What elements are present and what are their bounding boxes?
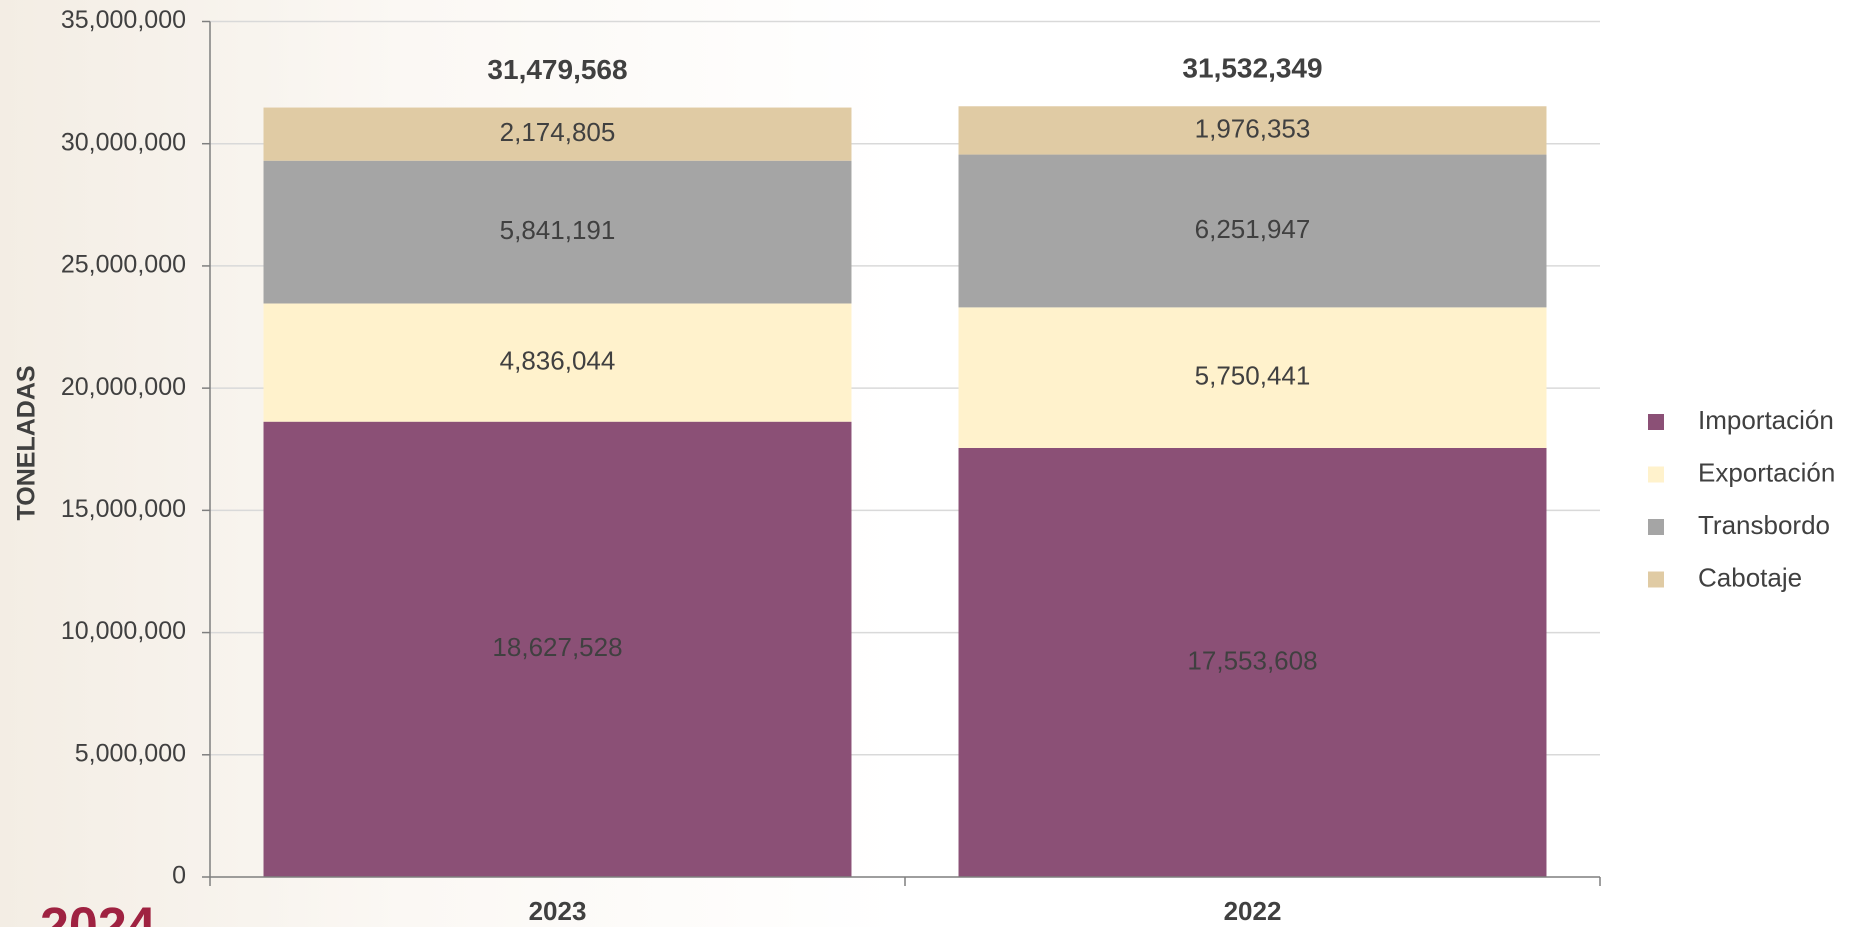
x-tick-label: 2022 [1224, 896, 1282, 926]
bar-segment [958, 154, 1547, 308]
y-tick-label: 20,000,000 [61, 373, 186, 401]
legend-swatch [1648, 519, 1664, 535]
bar-segment [263, 303, 852, 422]
bar-segment [263, 160, 852, 304]
data-label: 5,841,191 [500, 215, 616, 245]
y-axis-title: TONELADAS [13, 365, 41, 520]
bar-segment [958, 307, 1547, 448]
bar-segment [263, 421, 852, 877]
total-label: 31,479,568 [487, 54, 627, 85]
total-label: 31,532,349 [1182, 53, 1322, 84]
data-label: 6,251,947 [1195, 214, 1311, 244]
legend-label: Cabotaje [1698, 562, 1802, 592]
y-tick-label: 5,000,000 [75, 739, 186, 767]
data-label: 5,750,441 [1195, 361, 1311, 391]
legend-swatch [1648, 414, 1664, 430]
data-label: 4,836,044 [500, 345, 616, 375]
logo: 2024 [40, 898, 156, 927]
legend-swatch [1648, 466, 1664, 483]
x-tick-label: 2023 [529, 896, 587, 926]
y-tick-label: 35,000,000 [61, 6, 186, 34]
data-label: 17,553,608 [1187, 645, 1317, 675]
legend-label: Importación [1698, 405, 1834, 435]
y-tick-label: 30,000,000 [61, 128, 186, 156]
data-label: 2,174,805 [500, 117, 616, 147]
bar-segment [958, 447, 1547, 877]
bar-segment [263, 107, 852, 161]
legend-label: Transbordo [1698, 510, 1830, 540]
y-tick-label: 15,000,000 [61, 495, 186, 523]
data-label: 18,627,528 [492, 632, 622, 662]
y-tick-label: 0 [172, 862, 186, 890]
data-label: 1,976,353 [1195, 113, 1311, 143]
y-tick-label: 25,000,000 [61, 251, 186, 279]
legend-label: Exportación [1698, 457, 1835, 487]
y-tick-label: 10,000,000 [61, 617, 186, 645]
bar-segment [958, 106, 1547, 155]
legend-swatch [1648, 571, 1664, 588]
